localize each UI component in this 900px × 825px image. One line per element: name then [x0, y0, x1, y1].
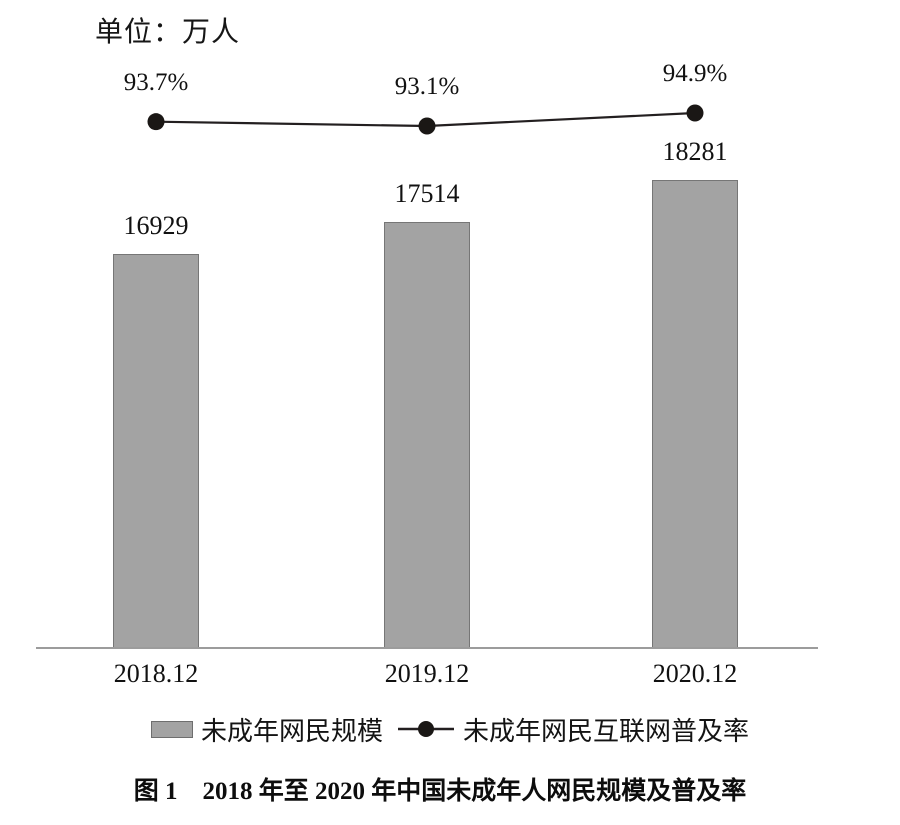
x-axis-tick-label: 2019.12 [384, 659, 470, 688]
legend-bar-label: 未成年网民规模 [200, 716, 383, 746]
bar-value-label: 17514 [394, 179, 460, 209]
line-point [147, 113, 165, 131]
bar-2019.12 [384, 222, 470, 648]
legend: 未成年网民规模 未成年网民互联网普及率 [0, 711, 900, 747]
bar-2018.12 [113, 254, 199, 648]
percent-label: 93.7% [123, 68, 189, 96]
x-axis-tick-label: 2020.12 [652, 659, 738, 688]
bar-2020.12 [652, 180, 738, 648]
legend-bar-swatch-icon [150, 720, 193, 738]
x-axis-tick-label: 2018.12 [113, 659, 199, 688]
line-point [686, 104, 704, 122]
line-point [418, 117, 436, 135]
legend-line-label: 未成年网民互联网普及率 [463, 716, 750, 746]
unit-label: 单位：万人 [95, 17, 241, 48]
bar-value-label: 16929 [123, 211, 189, 241]
legend-line-marker-icon [398, 721, 454, 737]
bar-value-label: 18281 [662, 137, 728, 167]
percent-label: 94.9% [662, 60, 728, 87]
percent-label: 93.1% [394, 73, 460, 100]
figure-caption: 图 1 2018 年至 2020 年中国未成年人网民规模及普及率 [133, 778, 747, 805]
x-axis-line [36, 647, 818, 649]
